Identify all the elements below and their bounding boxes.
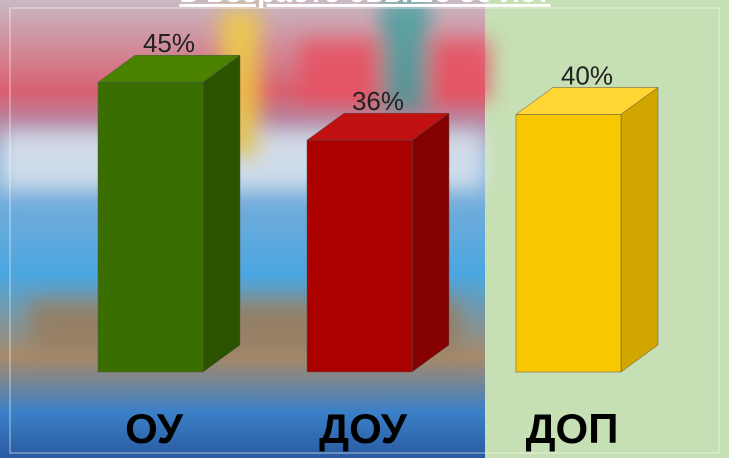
bar-side — [202, 54, 241, 373]
bar-side — [620, 86, 659, 373]
x-tick-label: ДОУ — [319, 405, 408, 452]
value-label: 45% — [143, 28, 195, 58]
bar-side — [411, 112, 450, 373]
x-tick-label: ДОП — [526, 405, 619, 452]
bar — [97, 81, 204, 373]
bar — [515, 114, 622, 373]
x-tick-label: ОУ — [125, 405, 184, 452]
chart-title: в возрасте свыше 50 лет — [179, 0, 550, 9]
value-label: 36% — [352, 86, 404, 116]
value-label: 40% — [561, 60, 613, 90]
bar — [306, 139, 413, 373]
